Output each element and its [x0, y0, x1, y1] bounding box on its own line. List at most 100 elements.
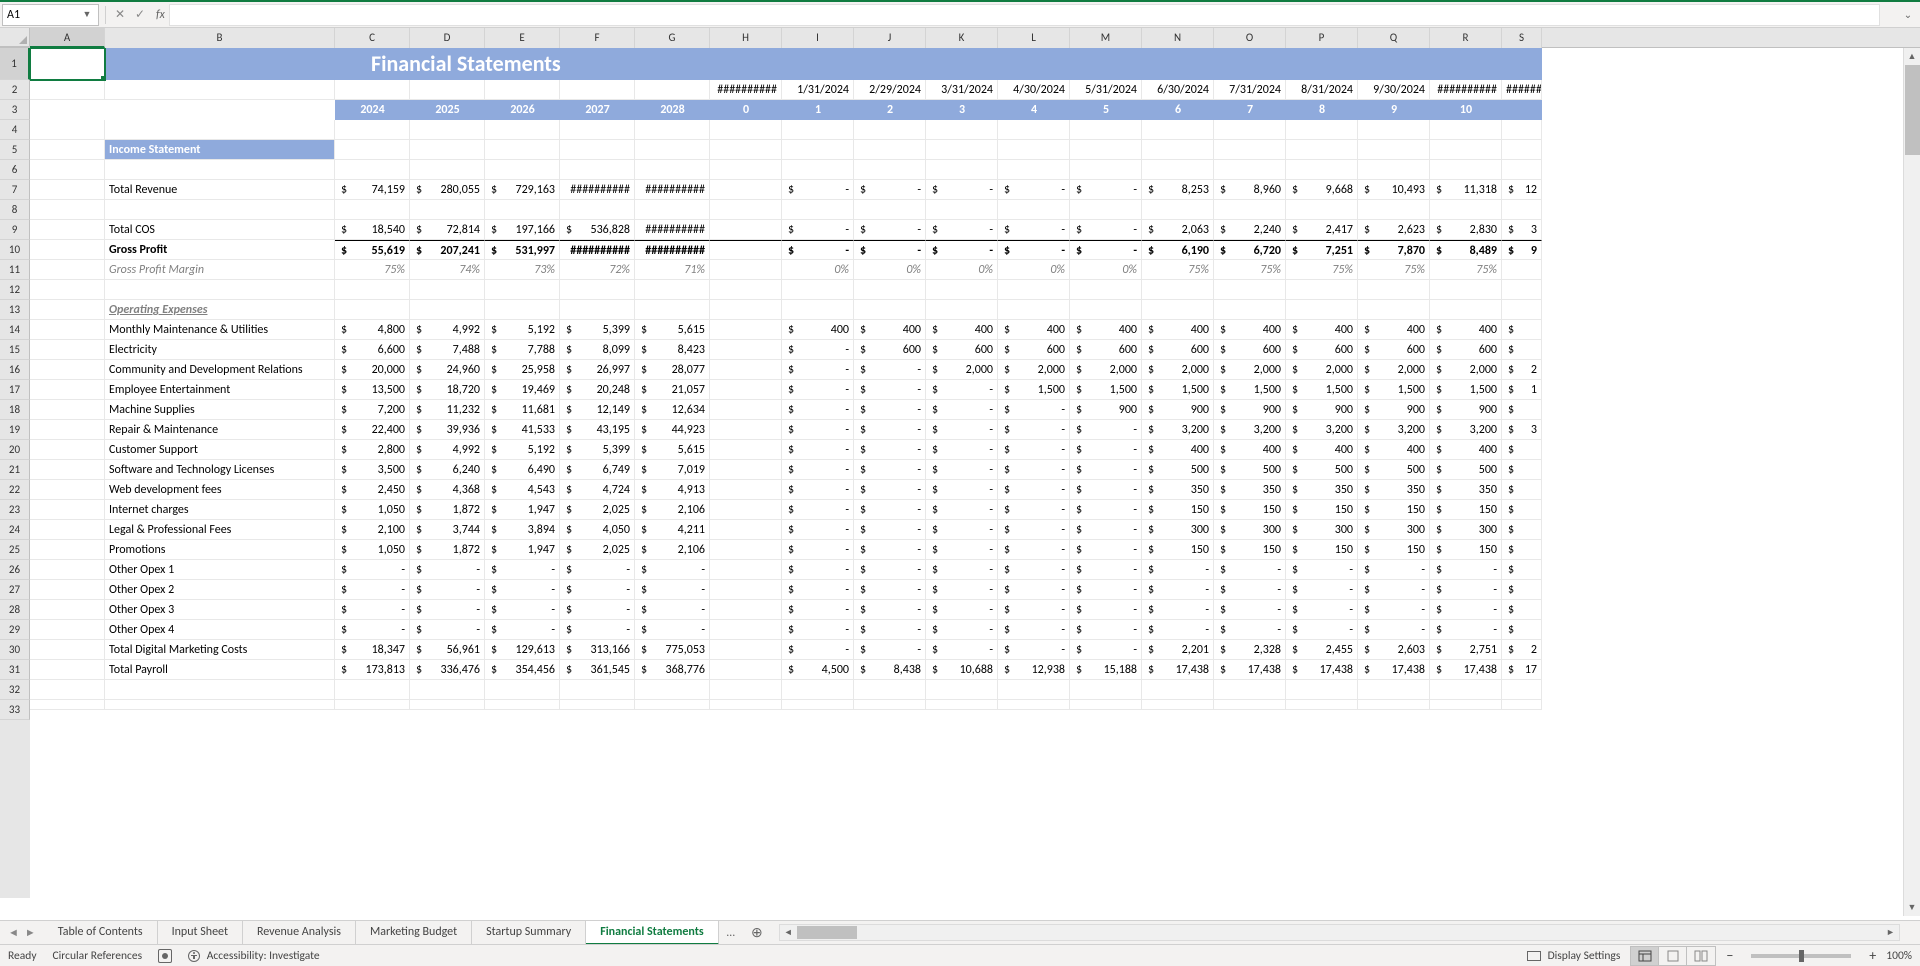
monthly-cell[interactable]: $- [1070, 560, 1142, 580]
cell[interactable] [335, 160, 410, 180]
row-header-13[interactable]: 13 [0, 300, 30, 320]
page-title[interactable]: Financial Statements [335, 48, 1542, 80]
annual-cell[interactable]: $12,634 [635, 400, 710, 420]
cell[interactable] [30, 660, 105, 680]
monthly-cell[interactable]: $400 [1358, 320, 1430, 340]
cell[interactable] [926, 120, 998, 140]
monthly-cell[interactable]: $300 [1430, 520, 1502, 540]
cell[interactable] [335, 120, 410, 140]
cell[interactable] [1358, 120, 1430, 140]
monthly-cell[interactable]: $3 [1502, 220, 1542, 240]
row-header-23[interactable]: 23 [0, 500, 30, 520]
cell[interactable] [30, 140, 105, 160]
monthly-cell[interactable]: $900 [1286, 400, 1358, 420]
monthly-cell[interactable]: $300 [1142, 520, 1214, 540]
cell[interactable] [1358, 200, 1430, 220]
cell[interactable] [998, 680, 1070, 700]
sheet-tab-input-sheet[interactable]: Input Sheet [158, 921, 243, 945]
monthly-cell[interactable]: $- [926, 460, 998, 480]
cell[interactable] [30, 640, 105, 660]
monthly-cell[interactable]: $600 [854, 340, 926, 360]
annual-cell[interactable]: $368,776 [635, 660, 710, 680]
monthly-cell[interactable]: $15,188 [1070, 660, 1142, 680]
annual-cell[interactable]: $2,106 [635, 540, 710, 560]
monthly-cell[interactable]: $400 [1430, 440, 1502, 460]
date-cell[interactable]: 5/31/2024 [1070, 80, 1142, 100]
row-label[interactable]: Repair & Maintenance [105, 420, 335, 440]
monthly-cell[interactable]: $8,253 [1142, 180, 1214, 200]
horizontal-scrollbar[interactable]: ◄ ► [779, 924, 1900, 941]
cell[interactable] [30, 540, 105, 560]
row-header-1[interactable]: 1 [0, 48, 30, 80]
cell[interactable] [1070, 140, 1142, 160]
monthly-cell[interactable]: $- [998, 600, 1070, 620]
cell[interactable] [710, 120, 782, 140]
name-box[interactable]: A1 ▼ [2, 4, 99, 26]
monthly-cell[interactable]: $150 [1214, 540, 1286, 560]
annual-cell[interactable]: $313,166 [560, 640, 635, 660]
cell[interactable] [30, 700, 105, 710]
annual-cell[interactable]: $- [635, 620, 710, 640]
monthly-cell[interactable]: $400 [782, 320, 854, 340]
monthly-cell[interactable]: $- [926, 400, 998, 420]
pct-cell[interactable]: 75% [1286, 260, 1358, 280]
monthly-cell[interactable]: $- [926, 520, 998, 540]
hscroll-left-icon[interactable]: ◄ [780, 925, 797, 940]
cell[interactable] [30, 280, 105, 300]
annual-cell[interactable]: $531,997 [485, 240, 560, 260]
date-cell[interactable]: 4/30/2024 [998, 80, 1070, 100]
monthly-cell[interactable]: $- [926, 640, 998, 660]
sheet-tab-table-of-contents[interactable]: Table of Contents [44, 921, 158, 945]
sheet-tab-revenue-analysis[interactable]: Revenue Analysis [243, 921, 356, 945]
pct-cell[interactable]: 0% [782, 260, 854, 280]
monthly-cell[interactable]: $- [1070, 220, 1142, 240]
monthly-cell[interactable]: $500 [1430, 460, 1502, 480]
monthly-cell[interactable]: $- [782, 420, 854, 440]
row-label[interactable]: Total Digital Marketing Costs [105, 640, 335, 660]
monthly-cell[interactable]: $- [1070, 480, 1142, 500]
annual-cell[interactable]: $6,240 [410, 460, 485, 480]
cell[interactable] [410, 280, 485, 300]
row-label[interactable]: Gross Profit Margin [105, 260, 335, 280]
monthly-cell[interactable]: $2 [1502, 640, 1542, 660]
row-label[interactable]: Other Opex 4 [105, 620, 335, 640]
monthly-cell[interactable]: $- [926, 440, 998, 460]
date-cell[interactable]: ########## [710, 80, 782, 100]
cell[interactable] [998, 120, 1070, 140]
cell[interactable] [710, 640, 782, 660]
monthly-cell[interactable]: $500 [1142, 460, 1214, 480]
cell[interactable] [710, 680, 782, 700]
monthly-cell[interactable]: $300 [1358, 520, 1430, 540]
cell[interactable] [710, 340, 782, 360]
monthly-cell[interactable]: $400 [1142, 440, 1214, 460]
cell[interactable] [998, 300, 1070, 320]
monthly-cell[interactable]: $6,720 [1214, 240, 1286, 260]
cell[interactable] [926, 140, 998, 160]
monthly-cell[interactable]: $600 [1142, 340, 1214, 360]
annual-cell[interactable]: $2,025 [560, 500, 635, 520]
monthly-cell[interactable]: $- [854, 460, 926, 480]
cell[interactable] [485, 700, 560, 710]
monthly-cell[interactable]: $2,000 [1430, 360, 1502, 380]
monthly-cell[interactable]: $2,000 [1142, 360, 1214, 380]
row-header-18[interactable]: 18 [0, 400, 30, 420]
monthly-cell[interactable]: $- [782, 240, 854, 260]
annual-cell[interactable]: $20,000 [335, 360, 410, 380]
monthly-cell[interactable]: $- [782, 600, 854, 620]
pct-cell[interactable]: 74% [410, 260, 485, 280]
monthly-cell[interactable]: $- [1070, 240, 1142, 260]
month-num-cell[interactable]: 7 [1214, 100, 1286, 120]
cell[interactable] [635, 280, 710, 300]
monthly-cell[interactable]: $- [1430, 580, 1502, 600]
monthly-cell[interactable]: $- [1070, 580, 1142, 600]
cell[interactable] [1286, 120, 1358, 140]
annual-cell[interactable]: $4,368 [410, 480, 485, 500]
monthly-cell[interactable]: $ [1502, 320, 1542, 340]
monthly-cell[interactable]: $150 [1286, 540, 1358, 560]
cell[interactable] [485, 680, 560, 700]
col-header-G[interactable]: G [635, 28, 710, 48]
cell[interactable] [1358, 280, 1430, 300]
annual-cell[interactable]: $21,057 [635, 380, 710, 400]
monthly-cell[interactable]: $- [998, 620, 1070, 640]
monthly-cell[interactable]: $400 [1070, 320, 1142, 340]
